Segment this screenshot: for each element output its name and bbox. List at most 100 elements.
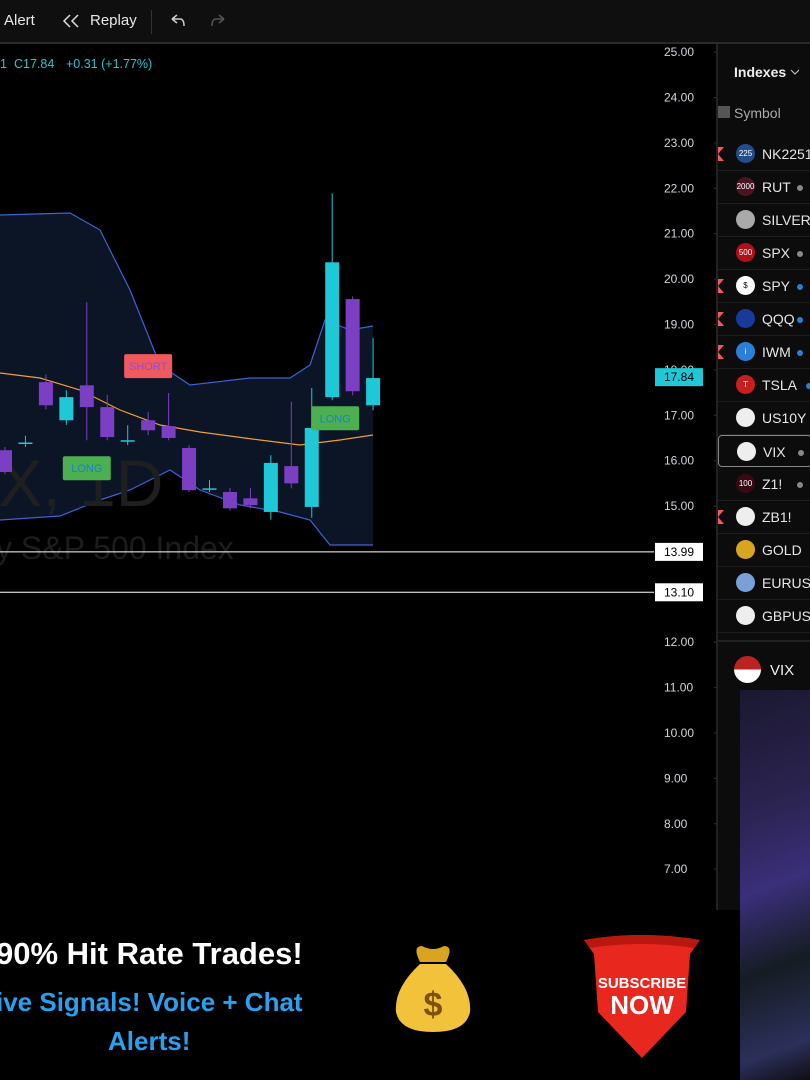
symbol-name: SPX bbox=[762, 245, 791, 261]
symbol-icon bbox=[736, 507, 755, 526]
signal-box bbox=[62, 456, 111, 481]
watchlist-row[interactable]: QQQ bbox=[718, 303, 810, 336]
y-tick-label: 19.00 bbox=[664, 317, 694, 331]
watchlist-row[interactable]: US10Y bbox=[718, 402, 810, 435]
candle-body bbox=[100, 407, 115, 438]
symbol-name: GBPUSD bbox=[762, 608, 810, 624]
signal-box bbox=[124, 354, 173, 379]
symbol-icon bbox=[736, 309, 755, 328]
symbol-name: EURUSD bbox=[762, 575, 810, 591]
symbol-icon bbox=[736, 210, 755, 229]
flag bbox=[718, 279, 724, 293]
status-dot bbox=[797, 317, 803, 323]
watchlist-row[interactable]: 2000 RUT bbox=[718, 171, 810, 204]
symbol-icon: $ bbox=[736, 276, 755, 295]
undo-redo[interactable] bbox=[168, 13, 228, 29]
watchlist-row[interactable]: VIX bbox=[718, 435, 810, 467]
status-dot bbox=[798, 450, 804, 456]
y-tick-label: 15.00 bbox=[664, 499, 694, 513]
symbol-name: US10Y bbox=[762, 410, 807, 426]
svg-text:$: $ bbox=[424, 986, 443, 1024]
candle-body bbox=[304, 427, 319, 507]
y-tick-label: 9.00 bbox=[664, 771, 688, 785]
flag bbox=[718, 345, 724, 359]
legend-bar: 1 bbox=[0, 57, 7, 71]
y-tick-label: 7.00 bbox=[664, 862, 688, 876]
watchlist-row[interactable]: SILVER bbox=[718, 204, 810, 237]
symbol-name: QQQ bbox=[762, 311, 795, 327]
symbol-name: IWM bbox=[762, 344, 791, 360]
flag bbox=[718, 312, 724, 326]
symbol-icon bbox=[737, 442, 756, 461]
status-dot bbox=[797, 350, 803, 356]
symbol-icon bbox=[736, 606, 755, 625]
candle-body bbox=[243, 498, 258, 506]
watchlist-title[interactable]: Indexes bbox=[734, 64, 787, 80]
candle-body bbox=[263, 462, 278, 512]
flag bbox=[718, 510, 724, 524]
y-tick-label: 8.00 bbox=[664, 817, 688, 831]
candle-body bbox=[0, 450, 12, 473]
watchlist-row[interactable]: 100 Z1! bbox=[718, 468, 810, 501]
level-tag bbox=[655, 583, 703, 602]
separator bbox=[151, 10, 152, 34]
y-tick-label: 12.00 bbox=[664, 635, 694, 649]
y-tick-label: 21.00 bbox=[664, 227, 694, 241]
legend-close: C17.84 bbox=[14, 57, 54, 71]
symbol-icon: T bbox=[736, 375, 755, 394]
symbol-icon bbox=[736, 540, 755, 559]
candle-body bbox=[141, 420, 156, 431]
legend-change: +0.31 (+1.77%) bbox=[66, 57, 152, 71]
watchlist-row[interactable]: GBPUSD bbox=[718, 600, 810, 633]
candle-body bbox=[59, 397, 74, 421]
flag bbox=[718, 147, 724, 161]
level-label: 13.10 bbox=[664, 585, 694, 599]
symbol-name: SPY bbox=[762, 278, 791, 294]
watchlist-row[interactable]: ZB1! bbox=[718, 501, 810, 534]
watchlist-row[interactable]: 225 NK2251 bbox=[718, 138, 810, 171]
signal-label: LONG bbox=[71, 463, 102, 475]
symbol-name: TSLA bbox=[762, 377, 798, 393]
watchlist-row[interactable]: $ SPY bbox=[718, 270, 810, 303]
last-price-label: 17.84 bbox=[664, 370, 694, 384]
symbol-name: ZB1! bbox=[762, 509, 792, 525]
y-tick-label: 17.00 bbox=[664, 408, 694, 422]
symbol-icon: 500 bbox=[736, 243, 755, 262]
watchlist-row[interactable]: 500 SPX bbox=[718, 237, 810, 270]
symbol-name: VIX bbox=[763, 444, 786, 460]
detail-flag bbox=[734, 656, 761, 683]
y-tick-label: 11.00 bbox=[664, 681, 693, 695]
signal-box bbox=[311, 406, 360, 431]
y-tick-label: 23.00 bbox=[664, 136, 694, 150]
candle-body bbox=[79, 385, 94, 408]
toolbar: Alert Replay bbox=[0, 0, 810, 44]
symbol-name: RUT bbox=[762, 179, 791, 195]
candle-body bbox=[120, 440, 135, 442]
lower-band bbox=[0, 469, 373, 546]
watermark-sub: y S&P 500 Index bbox=[0, 530, 234, 566]
replay-icon bbox=[62, 14, 79, 28]
symbol-icon: 2000 bbox=[736, 177, 755, 196]
candle-body bbox=[325, 262, 340, 398]
promo-banner: 90% Hit Rate Trades! ive Signals! Voice … bbox=[0, 910, 740, 1080]
alert-button[interactable]: Alert bbox=[4, 12, 35, 29]
watchlist-row[interactable]: T TSLA bbox=[718, 369, 810, 402]
watchlist-row[interactable]: GOLD bbox=[718, 534, 810, 567]
symbol-name: SILVER bbox=[762, 212, 810, 228]
symbol-icon: i bbox=[736, 342, 755, 361]
replay-button[interactable]: Replay bbox=[90, 12, 137, 29]
signal-label: SHORT bbox=[129, 361, 168, 373]
candle-body bbox=[284, 466, 299, 484]
chart: 1 C17.84 +0.31 (+1.77%) IX, 1D y S&P 500… bbox=[0, 44, 716, 910]
watchlist-row[interactable]: i IWM bbox=[718, 336, 810, 369]
symbol-name: Z1! bbox=[762, 476, 783, 492]
status-dot bbox=[797, 251, 803, 257]
webcam-overlay bbox=[740, 690, 810, 1080]
flag-header bbox=[718, 106, 730, 118]
symbol-icon bbox=[736, 408, 755, 427]
status-dot bbox=[797, 482, 803, 488]
subscribe-button[interactable]: SUBSCRIBE NOW bbox=[580, 932, 704, 1062]
candle-body bbox=[161, 426, 176, 438]
watchlist-row[interactable]: EURUSD bbox=[718, 567, 810, 600]
